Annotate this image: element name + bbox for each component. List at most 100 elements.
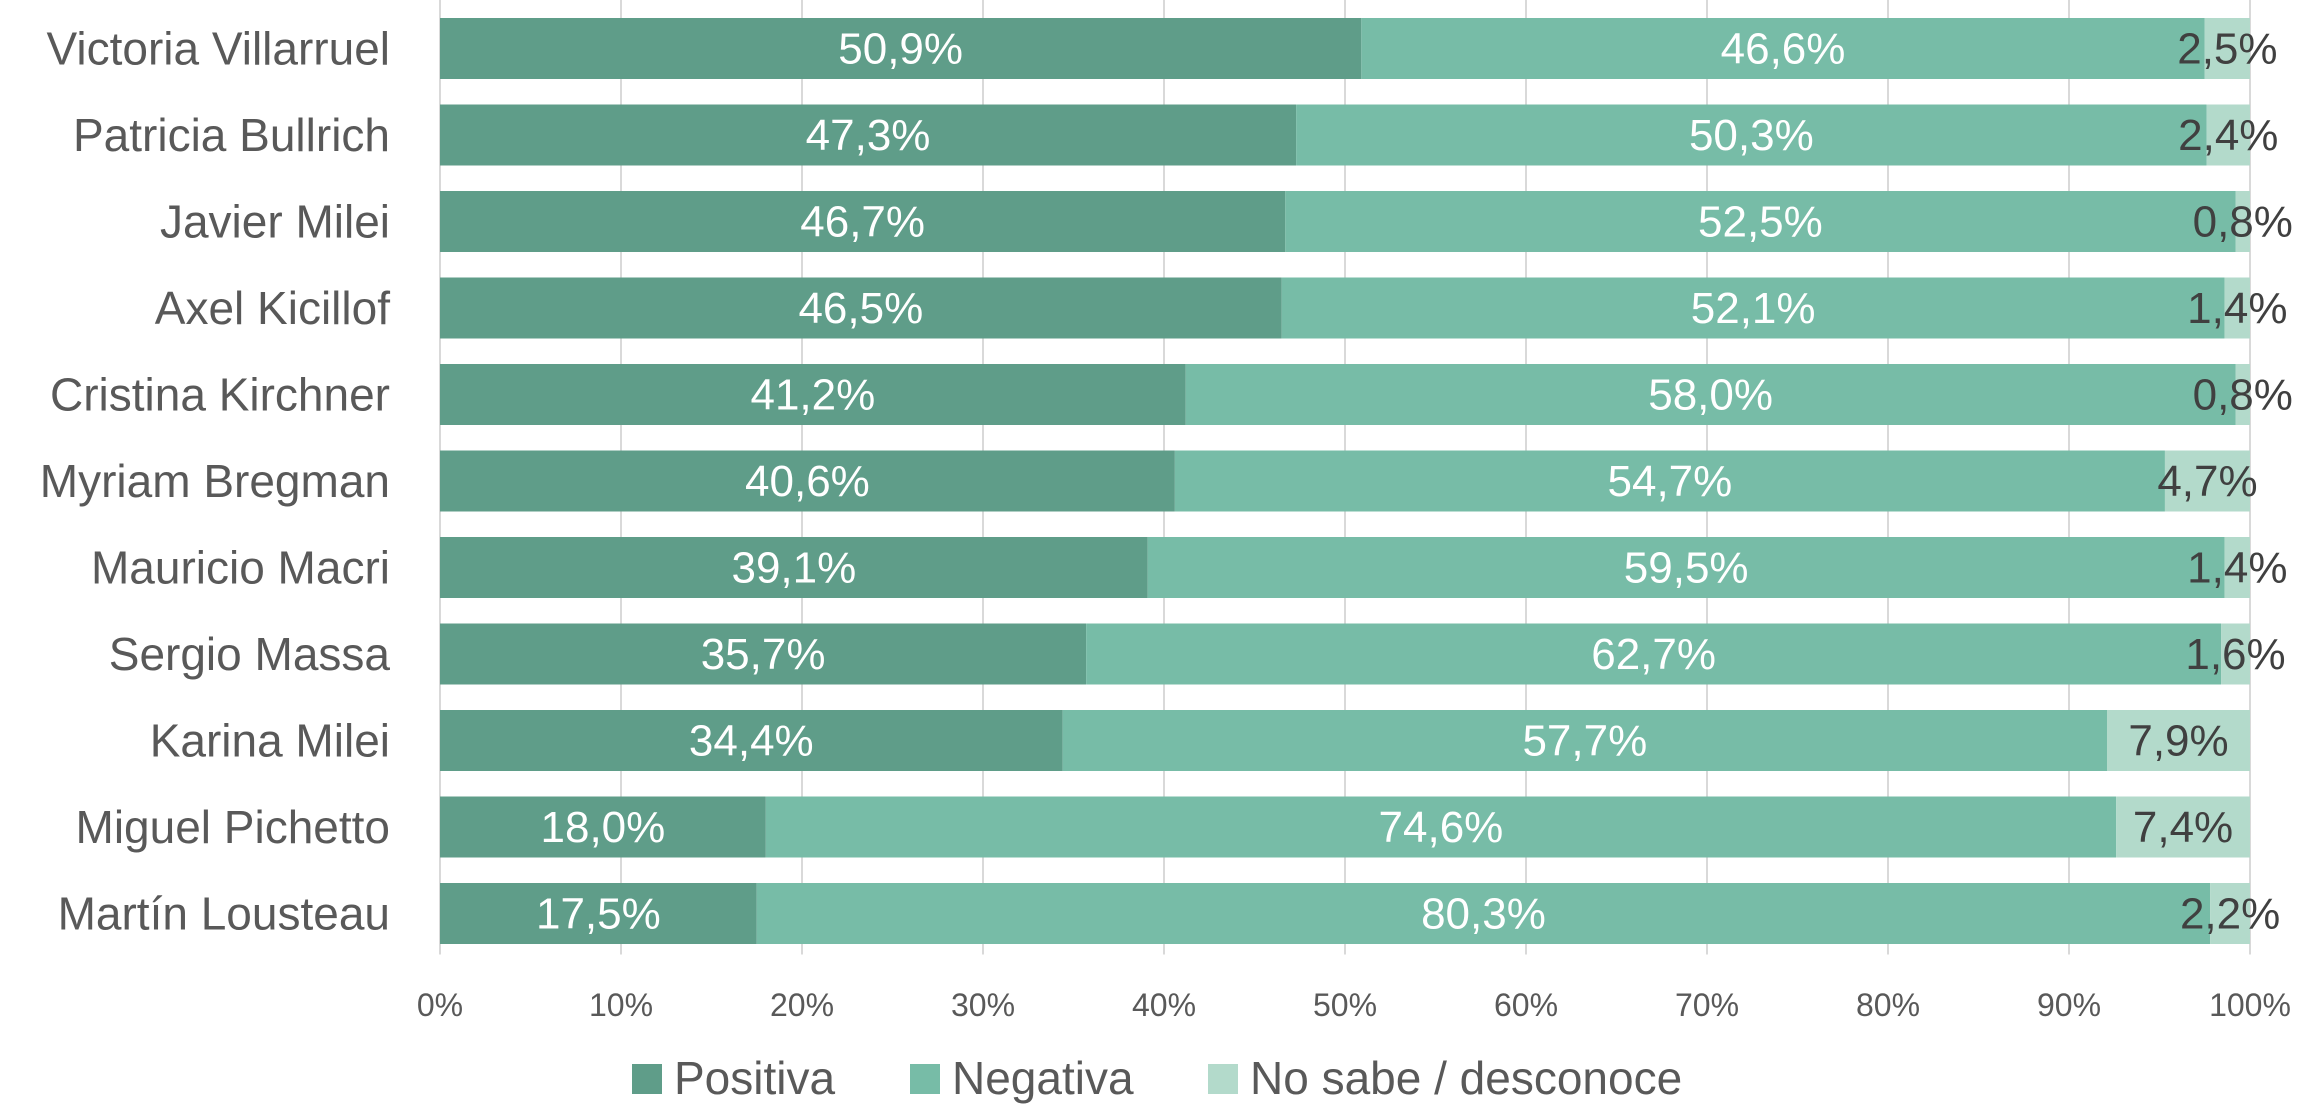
category-label: Cristina Kirchner	[50, 369, 390, 421]
bar-segment	[1285, 191, 2236, 252]
x-tick-label: 10%	[589, 987, 653, 1023]
data-label: 2,2%	[2180, 890, 2280, 939]
data-label: 46,5%	[798, 284, 923, 333]
category-label: Patricia Bullrich	[73, 109, 390, 161]
data-label: 2,5%	[2177, 25, 2277, 74]
x-tick-label: 70%	[1675, 987, 1739, 1023]
bar-segment	[1185, 364, 2236, 425]
data-label: 62,7%	[1591, 630, 1716, 679]
bar-segment	[2210, 883, 2250, 944]
legend-label: No sabe / desconoce	[1250, 1052, 1682, 1104]
bar-row: 46,5% 52,1% 1,4%	[440, 277, 2287, 339]
bar-segment	[1147, 537, 2225, 598]
legend-swatch	[1208, 1064, 1238, 1094]
data-label: 80,3%	[1421, 890, 1546, 939]
data-label: 52,1%	[1691, 284, 1816, 333]
bars: 50,9% 46,6% 2,5% 47,3% 50,3% 2,4% 46,7% 52,5% 0,…	[440, 18, 2293, 944]
bar-segment	[440, 18, 1362, 79]
data-label: 52,5%	[1698, 198, 1823, 247]
bar-segment	[1174, 450, 2165, 512]
data-label: 17,5%	[536, 890, 661, 939]
bar-segment	[440, 623, 1087, 685]
bar-segment	[2204, 18, 2250, 79]
x-tick-label: 30%	[951, 987, 1015, 1023]
bar-segment	[1281, 277, 2225, 339]
category-label: Karina Milei	[150, 715, 390, 767]
x-tick-label: 20%	[770, 987, 834, 1023]
x-tick-label: 50%	[1313, 987, 1377, 1023]
legend: Positiva Negativa No sabe / desconoce	[632, 1052, 1682, 1104]
data-label: 7,9%	[2128, 717, 2228, 766]
bar-row: 17,5% 80,3% 2,2%	[440, 883, 2280, 944]
legend-swatch	[632, 1064, 662, 1094]
legend-label: Negativa	[952, 1052, 1134, 1104]
legend-item: Positiva	[632, 1052, 835, 1104]
bar-segment	[765, 796, 2117, 858]
bar-segment	[2107, 710, 2250, 771]
data-label: 7,4%	[2133, 803, 2233, 852]
x-tick-label: 100%	[2209, 987, 2291, 1023]
data-label: 39,1%	[731, 544, 856, 593]
bar-segment	[440, 710, 1063, 771]
category-label: Victoria Villarruel	[47, 23, 390, 75]
data-label: 35,7%	[701, 630, 826, 679]
data-label: 1,4%	[2187, 544, 2287, 593]
category-label: Javier Milei	[160, 196, 390, 248]
bar-segment	[440, 104, 1297, 166]
x-tick-label: 40%	[1132, 987, 1196, 1023]
bar-segment	[2116, 796, 2250, 858]
bar-row: 46,7% 52,5% 0,8%	[440, 191, 2293, 252]
x-axis-ticks: 0% 10% 20% 30% 40% 50% 60% 70% 80% 90% 100%	[417, 987, 2291, 1023]
data-label: 2,4%	[2178, 111, 2278, 160]
x-tick-label: 90%	[2037, 987, 2101, 1023]
bar-row: 50,9% 46,6% 2,5%	[440, 18, 2278, 79]
bar-segment	[2206, 104, 2250, 166]
data-label: 0,8%	[2193, 371, 2293, 420]
bar-segment	[1086, 623, 2222, 685]
category-label: Sergio Massa	[109, 628, 391, 680]
data-label: 1,6%	[2185, 630, 2285, 679]
bar-segment	[440, 450, 1175, 512]
data-label: 50,9%	[838, 25, 963, 74]
data-label: 41,2%	[750, 371, 875, 420]
data-label: 47,3%	[806, 111, 931, 160]
bar-segment	[440, 537, 1148, 598]
bar-segment	[440, 364, 1186, 425]
legend-swatch	[910, 1064, 940, 1094]
data-label: 46,6%	[1721, 25, 1846, 74]
bar-segment	[2221, 623, 2250, 685]
data-label: 46,7%	[800, 198, 925, 247]
legend-item: No sabe / desconoce	[1208, 1052, 1682, 1104]
category-label: Martín Lousteau	[58, 888, 390, 940]
bar-segment	[2164, 450, 2250, 512]
bar-segment	[1296, 104, 2207, 166]
data-label: 0,8%	[2193, 198, 2293, 247]
data-label: 40,6%	[745, 457, 870, 506]
data-label: 58,0%	[1648, 371, 1773, 420]
data-label: 74,6%	[1379, 803, 1504, 852]
x-tick-label: 80%	[1856, 987, 1920, 1023]
bar-row: 34,4% 57,7% 7,9%	[440, 710, 2250, 771]
bar-segment	[440, 191, 1286, 252]
x-tick-label: 0%	[417, 987, 463, 1023]
bar-row: 47,3% 50,3% 2,4%	[440, 104, 2278, 166]
bar-segment	[1361, 18, 2205, 79]
legend-label: Positiva	[674, 1052, 835, 1104]
x-tick-label: 60%	[1494, 987, 1558, 1023]
bar-segment	[440, 277, 1282, 339]
bar-segment	[1062, 710, 2108, 771]
category-label: Miguel Pichetto	[76, 801, 391, 853]
bar-segment	[2224, 277, 2250, 339]
data-label: 34,4%	[689, 717, 814, 766]
category-label: Myriam Bregman	[40, 455, 390, 507]
bar-segment	[2235, 191, 2250, 252]
bar-segment	[440, 796, 766, 858]
bar-row: 18,0% 74,6% 7,4%	[440, 796, 2250, 858]
data-label: 50,3%	[1689, 111, 1814, 160]
bar-row: 40,6% 54,7% 4,7%	[440, 450, 2258, 512]
data-label: 57,7%	[1522, 717, 1647, 766]
bar-segment	[2235, 364, 2250, 425]
bar-row: 35,7% 62,7% 1,6%	[440, 623, 2286, 685]
data-label: 1,4%	[2187, 284, 2287, 333]
